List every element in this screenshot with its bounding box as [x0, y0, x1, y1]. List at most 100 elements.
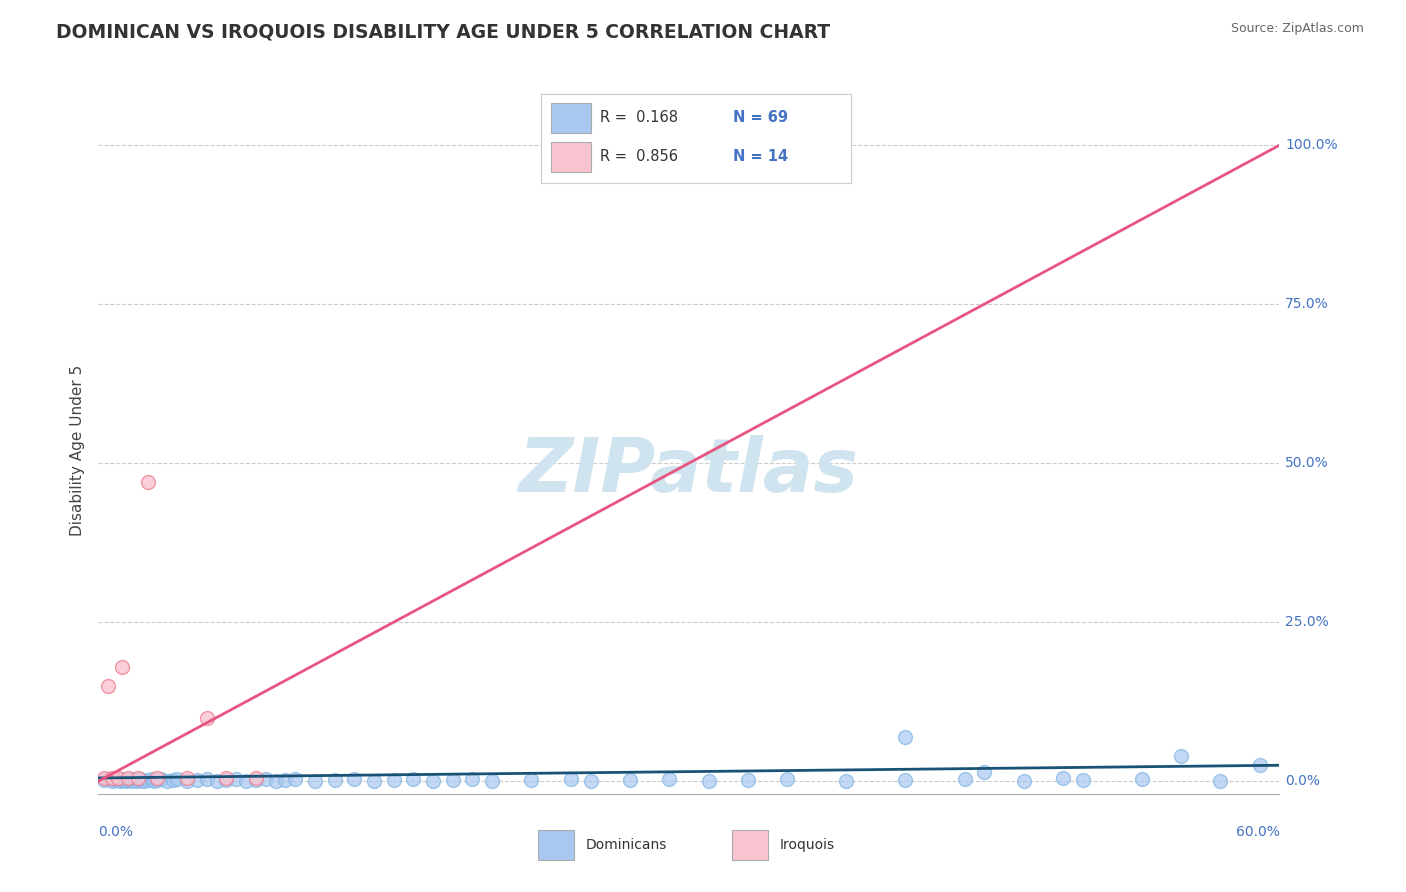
Text: 25.0%: 25.0% [1285, 615, 1329, 629]
Point [225, 772, 247, 787]
Point [235, 773, 257, 788]
FancyBboxPatch shape [551, 142, 591, 172]
Point [195, 710, 218, 724]
Point [150, 772, 173, 787]
Point [894, 730, 917, 744]
Point [93, 772, 115, 787]
Text: N = 14: N = 14 [733, 150, 789, 164]
Point [402, 772, 425, 787]
Point [176, 773, 198, 788]
Text: Dominicans: Dominicans [585, 838, 666, 852]
Point [195, 772, 218, 787]
Point [107, 772, 129, 787]
Text: R =  0.168: R = 0.168 [600, 111, 678, 125]
Point [215, 771, 238, 785]
Point [382, 772, 405, 787]
Point [176, 771, 198, 785]
Point [973, 764, 995, 779]
Point [112, 772, 135, 787]
Point [146, 772, 169, 787]
FancyBboxPatch shape [551, 103, 591, 133]
Point [125, 772, 148, 787]
Point [461, 772, 484, 787]
Text: Iroquois: Iroquois [779, 838, 834, 852]
Text: 50.0%: 50.0% [1285, 456, 1329, 470]
Point [245, 771, 267, 785]
FancyBboxPatch shape [731, 830, 768, 860]
Point [131, 772, 153, 787]
Point [284, 772, 307, 787]
Point [122, 772, 145, 787]
Point [117, 772, 139, 787]
Point [105, 772, 128, 787]
Point [953, 772, 976, 787]
Point [264, 773, 287, 788]
Point [441, 772, 464, 787]
Point [343, 772, 366, 787]
Point [186, 772, 208, 787]
Point [1052, 771, 1074, 785]
Point [1170, 748, 1192, 763]
Point [136, 772, 159, 787]
Text: 0.0%: 0.0% [98, 825, 134, 838]
Point [162, 772, 184, 787]
Point [127, 771, 149, 785]
Point [101, 771, 124, 785]
Point [560, 772, 582, 787]
Point [1249, 758, 1271, 772]
Point [894, 772, 917, 787]
Text: 60.0%: 60.0% [1236, 825, 1279, 838]
Point [304, 773, 326, 788]
Text: N = 69: N = 69 [733, 111, 789, 125]
Point [697, 773, 720, 788]
Point [118, 772, 141, 786]
Point [146, 771, 169, 785]
FancyBboxPatch shape [538, 830, 575, 860]
Point [835, 773, 858, 788]
Point [111, 772, 134, 787]
Point [115, 773, 138, 788]
Point [107, 771, 129, 785]
Point [1209, 773, 1232, 788]
Point [128, 772, 150, 787]
Text: 0.0%: 0.0% [1285, 774, 1320, 789]
Point [737, 772, 759, 787]
Point [363, 773, 385, 788]
Y-axis label: Disability Age Under 5: Disability Age Under 5 [69, 365, 84, 536]
Point [205, 773, 228, 788]
Text: ZIPatlas: ZIPatlas [519, 434, 859, 508]
Text: DOMINICAN VS IROQUOIS DISABILITY AGE UNDER 5 CORRELATION CHART: DOMINICAN VS IROQUOIS DISABILITY AGE UND… [56, 22, 831, 41]
Point [166, 772, 188, 787]
Point [111, 659, 134, 673]
Point [103, 772, 125, 786]
Point [121, 773, 143, 788]
Point [117, 771, 139, 785]
Point [127, 773, 149, 788]
Point [156, 773, 179, 788]
Point [776, 772, 799, 787]
Point [1012, 773, 1035, 788]
Point [254, 772, 277, 787]
Point [520, 772, 543, 787]
Text: 75.0%: 75.0% [1285, 297, 1329, 311]
Point [97, 772, 120, 787]
Point [142, 773, 165, 788]
Text: R =  0.856: R = 0.856 [600, 150, 678, 164]
Point [619, 772, 641, 787]
Point [422, 773, 444, 788]
Text: Source: ZipAtlas.com: Source: ZipAtlas.com [1230, 22, 1364, 36]
Point [215, 772, 238, 787]
Point [245, 772, 267, 787]
Point [323, 772, 346, 787]
Point [136, 475, 159, 490]
Text: 100.0%: 100.0% [1285, 138, 1339, 153]
Point [101, 773, 124, 788]
Point [274, 772, 297, 787]
Point [481, 773, 503, 788]
Point [93, 771, 115, 785]
Point [108, 773, 131, 788]
Point [141, 772, 163, 787]
Point [132, 773, 155, 788]
Point [579, 773, 602, 788]
Point [97, 679, 120, 693]
